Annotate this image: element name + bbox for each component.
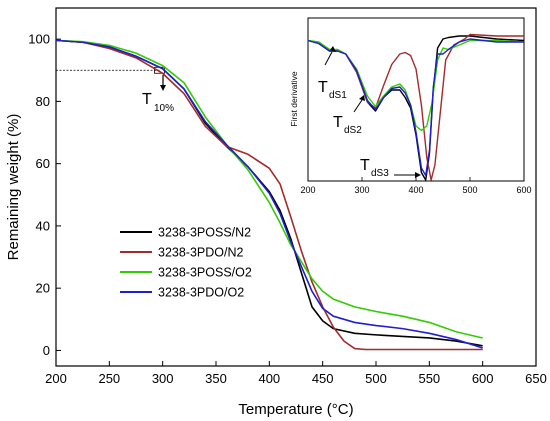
tds3-arrow-head — [415, 172, 421, 178]
main-x-axis: 200 250 300 350 400 450 500 550 600 650 — [45, 361, 547, 386]
legend-label: 3238-3POSS/O2 — [158, 266, 252, 280]
inset-x-tick-label: 400 — [408, 185, 423, 195]
main-x-tick-label: 300 — [152, 371, 174, 386]
legend: 3238-3POSS/N2 3238-3PDO/N2 3238-3POSS/O2 32… — [120, 226, 252, 300]
main-series-group — [55, 39, 483, 351]
t10-label: T — [142, 91, 152, 108]
inset-frame — [307, 17, 525, 182]
main-x-tick-label: 600 — [472, 371, 494, 386]
inset-y-axis-label: First derivative — [289, 71, 299, 127]
main-x-tick-label: 400 — [258, 371, 280, 386]
main-x-tick-label: 200 — [45, 371, 67, 386]
tds2-label: T — [333, 114, 343, 131]
tds1-arrow-head — [330, 46, 336, 52]
t10-reference — [56, 66, 165, 74]
tds2-arrow-line — [353, 99, 363, 113]
main-x-axis-label: Temperature (°C) — [238, 401, 353, 418]
main-y-tick-label: 60 — [36, 156, 50, 171]
main-y-tick-label: 100 — [28, 32, 50, 47]
main-y-tick-label: 80 — [36, 94, 50, 109]
tds1-label: T — [318, 79, 328, 96]
tds2-annotation: T dS2 — [333, 95, 365, 136]
tds1-annotation: T dS1 — [318, 46, 347, 101]
tds1-arrow-line — [324, 51, 333, 66]
tds3-annotation: T dS3 — [360, 157, 421, 179]
inset-x-axis: 200 300 400 500 600 — [300, 177, 532, 195]
tds3-label: T — [360, 157, 370, 174]
main-y-tick-label: 0 — [43, 343, 50, 358]
inset-x-tick-label: 600 — [516, 185, 531, 195]
main-y-tick-label: 20 — [36, 281, 50, 296]
main-x-tick-label: 650 — [525, 371, 547, 386]
main-series-line — [55, 39, 483, 339]
inset-x-tick-label: 500 — [462, 185, 477, 195]
t10-arrow-head — [160, 85, 166, 91]
tds2-arrow-head — [359, 95, 365, 101]
main-x-tick-label: 350 — [205, 371, 227, 386]
main-plot-frame — [55, 7, 537, 367]
legend-label: 3238-3PDO/O2 — [158, 286, 244, 300]
inset-series-line — [307, 38, 524, 177]
legend-label: 3238-3POSS/N2 — [158, 226, 251, 240]
t10-label-sub: 10% — [154, 103, 174, 114]
inset-series-group — [307, 33, 525, 181]
tds2-label-sub: dS2 — [344, 125, 362, 136]
inset-x-tick-label: 200 — [300, 185, 315, 195]
inset-x-tick-label: 300 — [354, 185, 369, 195]
main-y-axis-label: Remaining weight (%) — [5, 114, 22, 261]
main-x-tick-label: 550 — [418, 371, 440, 386]
main-y-axis: 0 20 40 60 80 100 — [28, 32, 61, 358]
tds3-label-sub: dS3 — [371, 168, 389, 179]
main-x-tick-label: 450 — [312, 371, 334, 386]
main-series-line — [55, 39, 483, 351]
main-x-tick-label: 250 — [98, 371, 120, 386]
main-series-line — [55, 39, 483, 349]
main-x-tick-label: 500 — [365, 371, 387, 386]
t10-annotation: T 10% — [142, 75, 174, 114]
legend-label: 3238-3PDO/N2 — [158, 246, 244, 260]
main-y-tick-label: 40 — [36, 218, 50, 233]
tds1-label-sub: dS1 — [329, 90, 347, 101]
